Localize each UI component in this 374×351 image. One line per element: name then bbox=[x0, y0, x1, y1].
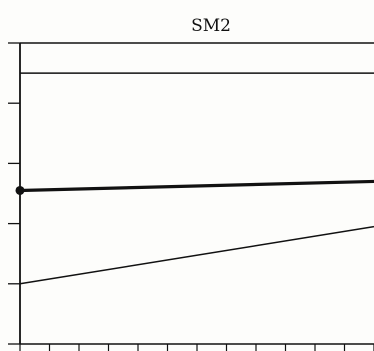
chart-title: SM2 bbox=[191, 16, 231, 36]
series-layer bbox=[15, 72, 374, 285]
axes bbox=[8, 42, 374, 351]
series-line-3 bbox=[19, 225, 374, 285]
series-marker-2 bbox=[15, 185, 25, 195]
series-line-2 bbox=[19, 179, 374, 193]
